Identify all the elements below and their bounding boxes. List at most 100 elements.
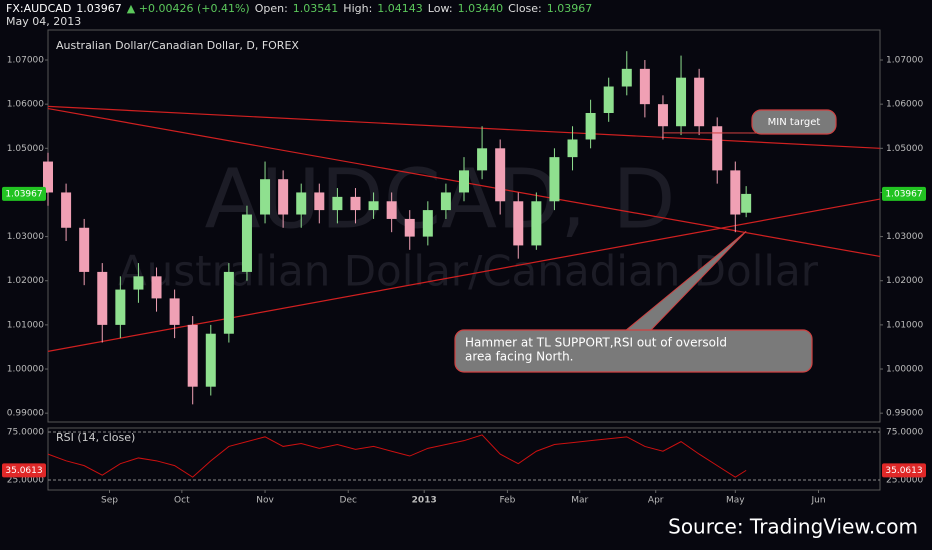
quote-part: Close: [508,2,542,15]
y-tick-label: 1.01000 [886,320,923,330]
candle-body [440,192,451,211]
y-tick-label: 1.05000 [7,144,44,154]
price-badge [882,463,926,478]
candle-body [79,227,90,272]
quote-part: Low: [427,2,453,15]
candle-body [531,201,542,246]
candle-body [694,77,705,127]
candle-body [477,148,488,171]
callout-text: Hammer at TL SUPPORT,RSI out of oversold [465,336,727,350]
candle-body [133,276,144,290]
x-tick-label: Feb [499,496,515,506]
candle-body [657,104,668,127]
candle-body [205,333,216,387]
price-badge-label: 35.0613 [5,466,42,476]
quote-part: 1.03967 [546,2,593,15]
price-badge-label: 1.03967 [5,189,42,199]
price-badge [882,186,926,201]
candle-body [676,77,687,127]
candle-body [61,192,72,228]
candle-body [260,179,271,215]
price-pane [47,29,881,423]
y-tick-label: 1.00000 [7,365,44,375]
y-tick-label: 1.03000 [886,232,923,242]
rsi-label: RSI (14, close) [56,431,135,444]
y-tick-label: 1.03000 [7,232,44,242]
quote-part: 1.04143 [377,2,423,15]
candle-body [97,271,108,325]
candle-body [386,201,397,219]
candle-body [296,192,307,215]
y-tick-label: 0.99000 [886,409,923,419]
candle-body [639,68,650,105]
y-tick-label: 1.01000 [7,320,44,330]
candle-body [621,68,632,87]
candle-body [169,298,180,325]
callout-text: area facing North. [465,350,574,364]
x-tick-label: Mar [571,496,588,506]
quote-row: FX:AUDCAD 1.03967 ▲ +0.00426 (+0.41%) Open:… [6,2,597,15]
y-tick-label: 75.0000 [886,428,923,438]
y-tick-label: 1.07000 [886,56,923,66]
candle-body [422,210,433,237]
quote-part: FX:AUDCAD [6,2,72,15]
y-tick-label: 1.02000 [7,276,44,286]
quote-part: 1.03440 [457,2,504,15]
candle-body [278,179,289,215]
y-tick-label: 25.0000 [886,476,923,486]
y-tick-label: 1.00000 [886,365,923,375]
candle-body [115,289,126,325]
quote-part: 1.03967 [76,2,122,15]
rsi-pane [47,427,881,491]
quote-part: ▲ +0.00426 (+0.41%) [126,2,250,15]
candle-body [241,214,252,272]
candle-body [603,86,614,113]
rsi-line [47,434,747,478]
candle-body [549,157,560,202]
candle-body [567,139,578,158]
y-tick-label: 25.0000 [7,476,44,486]
candle-body [712,126,723,171]
price-badge-label: 35.0613 [885,466,922,476]
candle-body [459,170,469,193]
y-tick-label: 0.99000 [7,409,44,419]
candle-body [368,201,379,211]
y-tick-label: 1.05000 [886,144,923,154]
quote-part: Open: [254,2,288,15]
quote-part: 1.03541 [292,2,339,15]
y-tick-label: 1.06000 [886,100,923,110]
chart-title: Australian Dollar/Canadian Dollar, D, FO… [56,39,299,52]
callout-text: MIN target [768,117,821,128]
x-tick-label: Jun [810,496,825,506]
candle-body [314,192,325,211]
callout-box [751,109,837,135]
header: FX:AUDCAD 1.03967 ▲ +0.00426 (+0.41%) Open:… [6,2,597,28]
trendline [47,198,881,352]
candle-body [495,148,506,202]
x-tick-label: 2013 [412,496,437,506]
watermark: Australian Dollar/Canadian Dollar [118,247,819,296]
price-badge-label: 1.03967 [885,189,922,199]
x-tick-label: Apr [648,496,664,506]
candle-body [43,161,53,193]
trendline [47,105,881,149]
x-tick-label: Sep [101,496,118,506]
price-badge [2,186,46,201]
candle-body [187,324,198,387]
candle-body [741,193,752,213]
quote-part: High: [343,2,373,15]
y-tick-label: 1.06000 [7,100,44,110]
candle-body [350,196,361,211]
candle-body [513,201,524,246]
source: Source: TradingView.com [668,515,918,539]
y-tick-label: 75.0000 [7,428,44,438]
y-tick-label: 1.02000 [886,276,923,286]
candle-body [223,271,234,334]
x-tick-label: Oct [174,496,190,506]
y-tick-label: 1.07000 [7,56,44,66]
candle-body [332,196,343,211]
date: May 04, 2013 [6,15,82,28]
price-badge [2,463,46,478]
